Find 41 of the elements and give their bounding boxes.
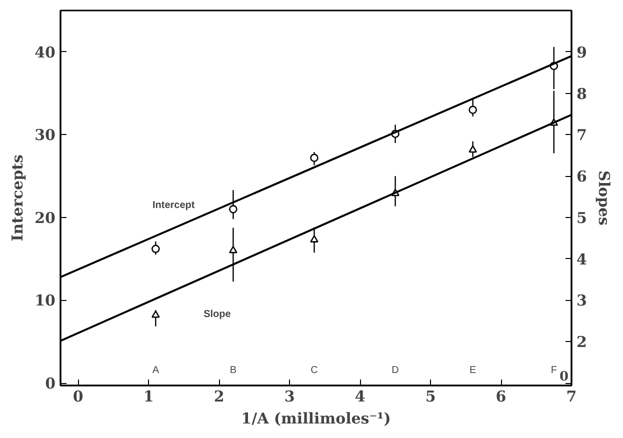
x-tick-label: 0 [72,388,84,406]
y2-tick-label: 8 [576,84,587,103]
y2-tick-label: 2 [576,333,587,352]
y-tick-label: 0 [45,374,56,393]
y2-tick-label: 6 [576,168,587,186]
y2-tick-label: 4 [576,250,587,268]
point [310,154,318,162]
x-axis-title: 1/A (millimoles⁻¹) [241,410,391,428]
x-tick-label: 6 [496,388,506,406]
annotation: D [392,365,399,376]
y-tick-label: 40 [34,43,56,62]
y2-tick-label: 5 [576,208,587,227]
x-tick-label: 4 [354,388,366,406]
point [310,235,318,242]
x-tick-label: 5 [425,388,436,406]
x-tick-label: 7 [566,388,577,406]
y-tick-label: 30 [34,126,56,144]
x-tick-label: 3 [284,388,295,406]
annotation: Slope [204,308,232,320]
point [229,205,238,214]
point [152,244,160,254]
y2-axis-title: Slopes [594,170,613,226]
y2-tick-label: 3 [576,292,587,310]
y2-tick-label: 9 [576,43,587,62]
x-tick-label: 2 [214,388,224,406]
point [468,106,477,114]
y-tick-label: 10 [34,292,56,310]
point [152,310,160,318]
annotation: A [152,365,160,376]
annotation: C [310,365,318,376]
annotation: E [469,365,476,376]
y-tick-label: 20 [34,208,56,227]
point [229,246,238,254]
y2-tick-label: 7 [576,126,587,144]
annotation: Intercept [152,200,196,211]
annotation: 0 [559,370,568,384]
y-axis-title: Intercepts [8,154,27,242]
annotation: F [550,365,557,376]
x-tick-label: 1 [143,388,154,406]
annotation: B [230,365,237,376]
point [468,145,477,153]
